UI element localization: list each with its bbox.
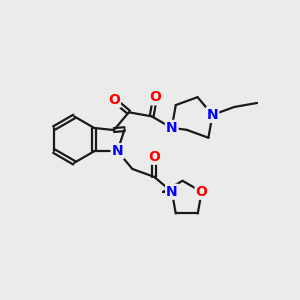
- Text: O: O: [108, 93, 120, 107]
- Text: N: N: [207, 108, 218, 122]
- Text: N: N: [166, 185, 178, 199]
- Text: O: O: [149, 90, 161, 104]
- Text: O: O: [196, 185, 208, 199]
- Text: N: N: [166, 121, 178, 135]
- Text: N: N: [112, 144, 123, 158]
- Text: O: O: [148, 150, 160, 164]
